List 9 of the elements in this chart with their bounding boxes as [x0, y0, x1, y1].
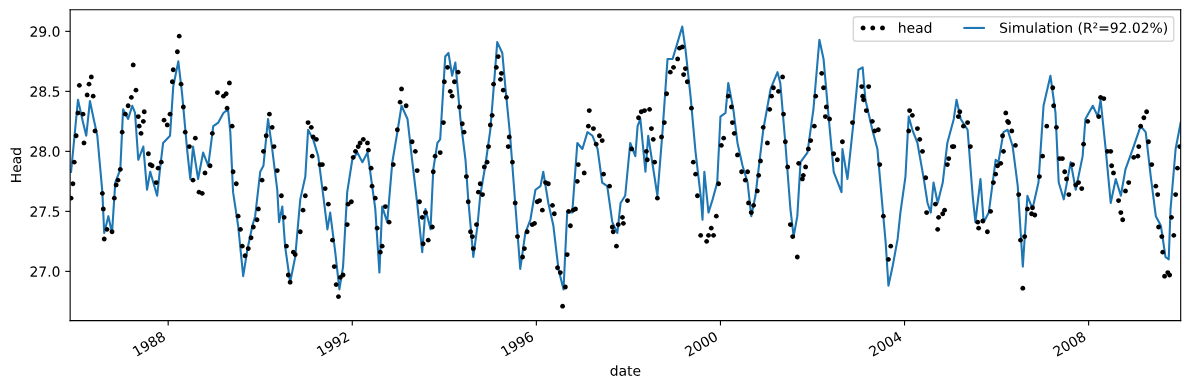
- legend-label: Simulation (R²=92.02%): [1000, 22, 1167, 35]
- y-tick-label: 28.0: [30, 146, 60, 157]
- legend-label: head: [899, 22, 932, 33]
- y-tick-label: 29.0: [30, 26, 60, 37]
- x-axis-title: date: [610, 365, 641, 376]
- y-tick-label: 27.0: [30, 266, 60, 277]
- y-tick-label: 28.5: [30, 86, 60, 97]
- y-axis-title: Head: [10, 148, 22, 182]
- y-tick-label: 27.5: [30, 206, 60, 217]
